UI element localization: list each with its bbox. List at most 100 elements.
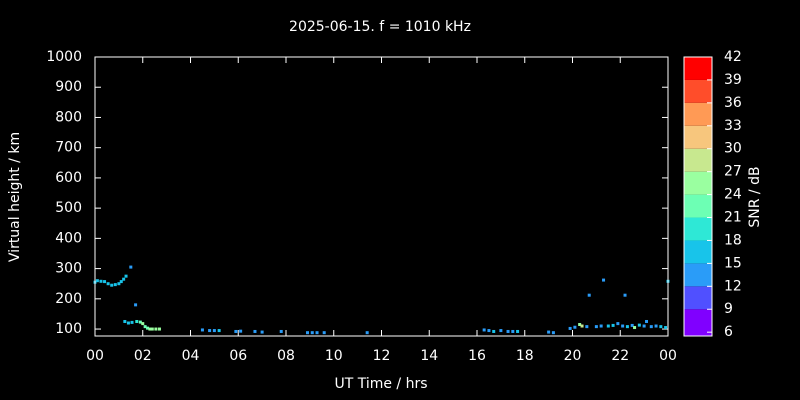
data-point bbox=[260, 330, 264, 334]
colorbar-bin bbox=[684, 102, 712, 126]
y-tick-label: 700 bbox=[55, 140, 82, 156]
x-tick-label: 00 bbox=[659, 348, 677, 364]
data-point bbox=[124, 274, 128, 278]
data-point bbox=[616, 322, 620, 326]
data-point bbox=[305, 331, 309, 335]
data-point bbox=[315, 331, 319, 335]
data-point bbox=[664, 326, 668, 330]
data-point bbox=[621, 324, 625, 328]
data-point bbox=[487, 329, 491, 333]
data-point bbox=[126, 321, 130, 325]
data-point bbox=[482, 328, 486, 332]
plot-frame bbox=[94, 56, 669, 337]
data-point bbox=[106, 282, 110, 286]
x-tick-label: 14 bbox=[420, 348, 438, 364]
data-point bbox=[659, 325, 663, 329]
colorbar-bin bbox=[684, 148, 712, 172]
data-point bbox=[551, 331, 555, 335]
data-point bbox=[95, 279, 99, 283]
data-point bbox=[506, 329, 510, 333]
data-point bbox=[492, 329, 496, 333]
data-point bbox=[113, 283, 117, 287]
data-point bbox=[649, 325, 653, 329]
x-tick-label: 06 bbox=[229, 348, 247, 364]
colorbar-tick-label: 15 bbox=[724, 255, 742, 271]
x-tick-label: 20 bbox=[564, 348, 582, 364]
colorbar-bin bbox=[684, 57, 712, 80]
data-point bbox=[602, 278, 606, 282]
data-point bbox=[234, 329, 238, 333]
colorbar-bin bbox=[684, 194, 712, 218]
colorbar-label: SNR / dB bbox=[747, 166, 763, 227]
chart-title: 2025-06-15. f = 1010 kHz bbox=[289, 19, 471, 35]
y-tick-label: 300 bbox=[55, 261, 82, 277]
colorbar-tick-label: 21 bbox=[724, 210, 742, 226]
x-tick-label: 18 bbox=[516, 348, 534, 364]
data-point bbox=[654, 324, 658, 328]
y-tick-label: 1000 bbox=[46, 49, 82, 65]
y-tick-label: 800 bbox=[55, 109, 82, 125]
y-tick-label: 500 bbox=[55, 200, 82, 216]
data-point bbox=[148, 327, 152, 331]
data-point bbox=[217, 329, 221, 333]
data-point bbox=[119, 280, 123, 284]
colorbar-tick-label: 33 bbox=[724, 118, 742, 134]
data-point bbox=[253, 329, 257, 333]
data-point bbox=[150, 327, 154, 331]
data-point bbox=[239, 329, 243, 333]
data-point bbox=[99, 279, 103, 283]
colorbar-tick-label: 18 bbox=[724, 232, 742, 248]
colorbar-bin bbox=[684, 217, 712, 241]
data-point bbox=[637, 323, 641, 327]
data-point bbox=[585, 325, 589, 329]
data-point bbox=[365, 331, 369, 335]
data-point bbox=[580, 324, 584, 328]
data-point bbox=[645, 319, 649, 323]
data-point bbox=[122, 277, 126, 281]
x-tick-label: 22 bbox=[611, 348, 629, 364]
data-point bbox=[633, 326, 637, 330]
data-point bbox=[310, 331, 314, 335]
data-point bbox=[123, 319, 127, 323]
data-point bbox=[499, 329, 503, 333]
data-point bbox=[599, 324, 603, 328]
y-tick-label: 900 bbox=[55, 79, 82, 95]
x-axis-label: UT Time / hrs bbox=[334, 376, 427, 392]
colorbar-tick-label: 30 bbox=[724, 141, 742, 157]
x-tick-label: 16 bbox=[468, 348, 486, 364]
data-point bbox=[154, 327, 158, 331]
x-tick-label: 00 bbox=[86, 348, 104, 364]
data-point bbox=[146, 326, 150, 330]
colorbar-bin bbox=[684, 309, 712, 336]
colorbar-bin bbox=[684, 171, 712, 195]
data-point bbox=[134, 303, 138, 307]
data-point bbox=[141, 322, 145, 326]
data-point bbox=[143, 325, 147, 329]
data-point bbox=[511, 329, 515, 333]
data-point bbox=[578, 323, 582, 327]
colorbar-tick-label: 6 bbox=[724, 324, 733, 340]
x-tick-label: 08 bbox=[277, 348, 295, 364]
data-point bbox=[630, 323, 634, 327]
colorbar-bin bbox=[684, 79, 712, 103]
data-point bbox=[212, 329, 216, 333]
data-point bbox=[547, 330, 551, 334]
data-point bbox=[279, 329, 283, 333]
colorbar-tick-label: 39 bbox=[724, 72, 742, 88]
data-point bbox=[623, 293, 627, 297]
data-point bbox=[611, 323, 615, 327]
colorbar-frame bbox=[683, 56, 713, 337]
data-point bbox=[138, 320, 142, 324]
data-point bbox=[322, 331, 326, 335]
colorbar-bin bbox=[684, 240, 712, 264]
colorbar-tick-label: 12 bbox=[724, 278, 742, 294]
data-point bbox=[208, 329, 212, 333]
data-point bbox=[516, 329, 520, 333]
data-point bbox=[117, 282, 121, 286]
y-tick-label: 200 bbox=[55, 291, 82, 307]
data-point bbox=[625, 325, 629, 329]
colorbar-bin bbox=[684, 263, 712, 287]
data-point bbox=[573, 325, 577, 329]
